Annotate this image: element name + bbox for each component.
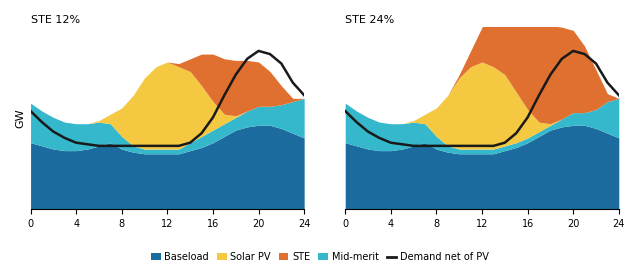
Y-axis label: GW: GW — [15, 108, 25, 128]
Legend: Baseload, Solar PV, STE, Mid-merit, Demand net of PV: Baseload, Solar PV, STE, Mid-merit, Dema… — [147, 248, 493, 266]
Text: STE 12%: STE 12% — [31, 15, 80, 25]
Text: STE 24%: STE 24% — [345, 15, 394, 25]
